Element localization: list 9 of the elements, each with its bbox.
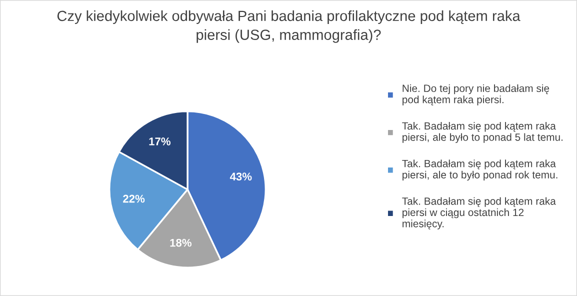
legend-label: Tak. Badałam się pod kątem raka piersi w ciągu ostatnich 12 miesięcy. bbox=[402, 197, 556, 230]
data-label: 22% bbox=[123, 194, 145, 203]
chart-title: Czy kiedykolwiek odbywała Pani badania profilaktyczne pod kątem raka piersi (USG, mammografia)? bbox=[57, 10, 520, 43]
data-label: 18% bbox=[170, 238, 192, 247]
legend-label: Tak. Badałam się pod kątem raka piersi, ale było to ponad 5 lat temu. bbox=[402, 122, 562, 143]
legend-label: Tak. Badałam się pod kątem raka piersi, ale to było ponad rok temu. bbox=[402, 160, 558, 181]
data-label: 17% bbox=[149, 138, 171, 146]
data-label: 43% bbox=[230, 172, 252, 181]
legend-label: Nie. Do tej pory nie badałam się pod kątem raka piersi. bbox=[402, 84, 550, 106]
